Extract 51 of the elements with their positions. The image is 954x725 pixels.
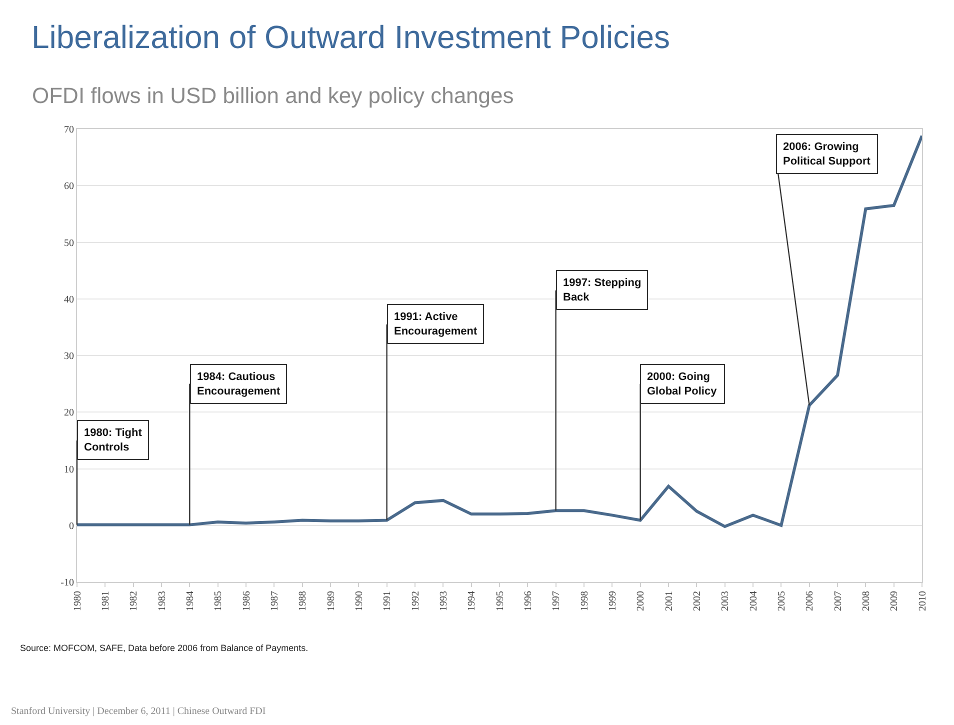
- y-tick-label: 20: [64, 408, 74, 419]
- annotation: 2000: Going Global Policy: [647, 371, 718, 398]
- y-tick-label: 0: [69, 520, 74, 532]
- x-tick-label: 2008: [860, 591, 872, 611]
- y-tick-label: 30: [64, 351, 74, 362]
- x-tick-label: 2010: [917, 591, 928, 611]
- x-tick-label: 1984: [184, 591, 196, 611]
- x-tick-label: 1990: [354, 591, 365, 611]
- annotation: 1980: Tight Controls: [84, 427, 142, 454]
- y-tick-label: 60: [64, 181, 74, 192]
- y-tick-label: 70: [64, 124, 74, 136]
- y-tick-label: 10: [64, 464, 74, 476]
- x-tick-label: 2006: [804, 591, 816, 611]
- chart-title: Liberalization of Outward Investment Policies: [31, 18, 670, 55]
- x-tick-label: 1987: [269, 591, 280, 611]
- annotation: 1997: Stepping Back: [563, 277, 642, 304]
- x-tick-label: 1993: [438, 591, 450, 611]
- x-tick-label: 2000: [636, 591, 647, 611]
- annotation: 1991: Active Encouragement: [394, 311, 478, 338]
- x-tick-label: 2003: [720, 591, 732, 611]
- x-tick-label: 1989: [326, 591, 337, 611]
- x-tick-label: 1982: [128, 591, 140, 611]
- x-tick-label: 1998: [579, 591, 590, 611]
- y-tick-label: -10: [60, 578, 74, 588]
- annotation: 2006: Growing Political Support: [783, 141, 871, 168]
- source-note: Source: MOFCOM, SAFE, Data before 2006 from Balance of Payments.: [20, 643, 308, 653]
- x-tick-label: 1999: [607, 591, 618, 611]
- x-tick-label: 1994: [466, 591, 478, 611]
- x-tick-label: 1988: [298, 591, 309, 611]
- x-tick-label: 2002: [692, 591, 703, 611]
- x-tick-label: 1985: [213, 591, 224, 611]
- x-tick-label: 2009: [889, 591, 900, 611]
- x-tick-label: 1996: [522, 591, 534, 611]
- x-tick-label: 1981: [100, 591, 112, 611]
- x-tick-label: 1980: [72, 591, 84, 611]
- y-tick-label: 50: [64, 238, 74, 249]
- x-tick-label: 1995: [494, 591, 506, 611]
- x-tick-label: 1991: [382, 591, 394, 611]
- x-tick-label: 2001: [664, 591, 675, 611]
- x-tick-label: 2005: [776, 591, 788, 611]
- x-tick-label: 1992: [410, 591, 422, 611]
- x-tick-label: 1983: [156, 591, 168, 611]
- x-tick-label: 2007: [832, 591, 844, 611]
- x-tick-label: 1997: [551, 591, 562, 611]
- line-series: [77, 134, 922, 528]
- text: Stanford University | December 6, 2011 | Chinese Outward FDI: [11, 706, 266, 717]
- y-tick-label: 40: [64, 294, 74, 306]
- x-tick-label: 2004: [748, 591, 760, 611]
- x-tick-label: 1986: [241, 591, 252, 611]
- annotation: 1984: Cautious Encouragement: [197, 371, 280, 398]
- chart-subtitle: OFDI flows in USD billion and key policy changes: [32, 83, 514, 108]
